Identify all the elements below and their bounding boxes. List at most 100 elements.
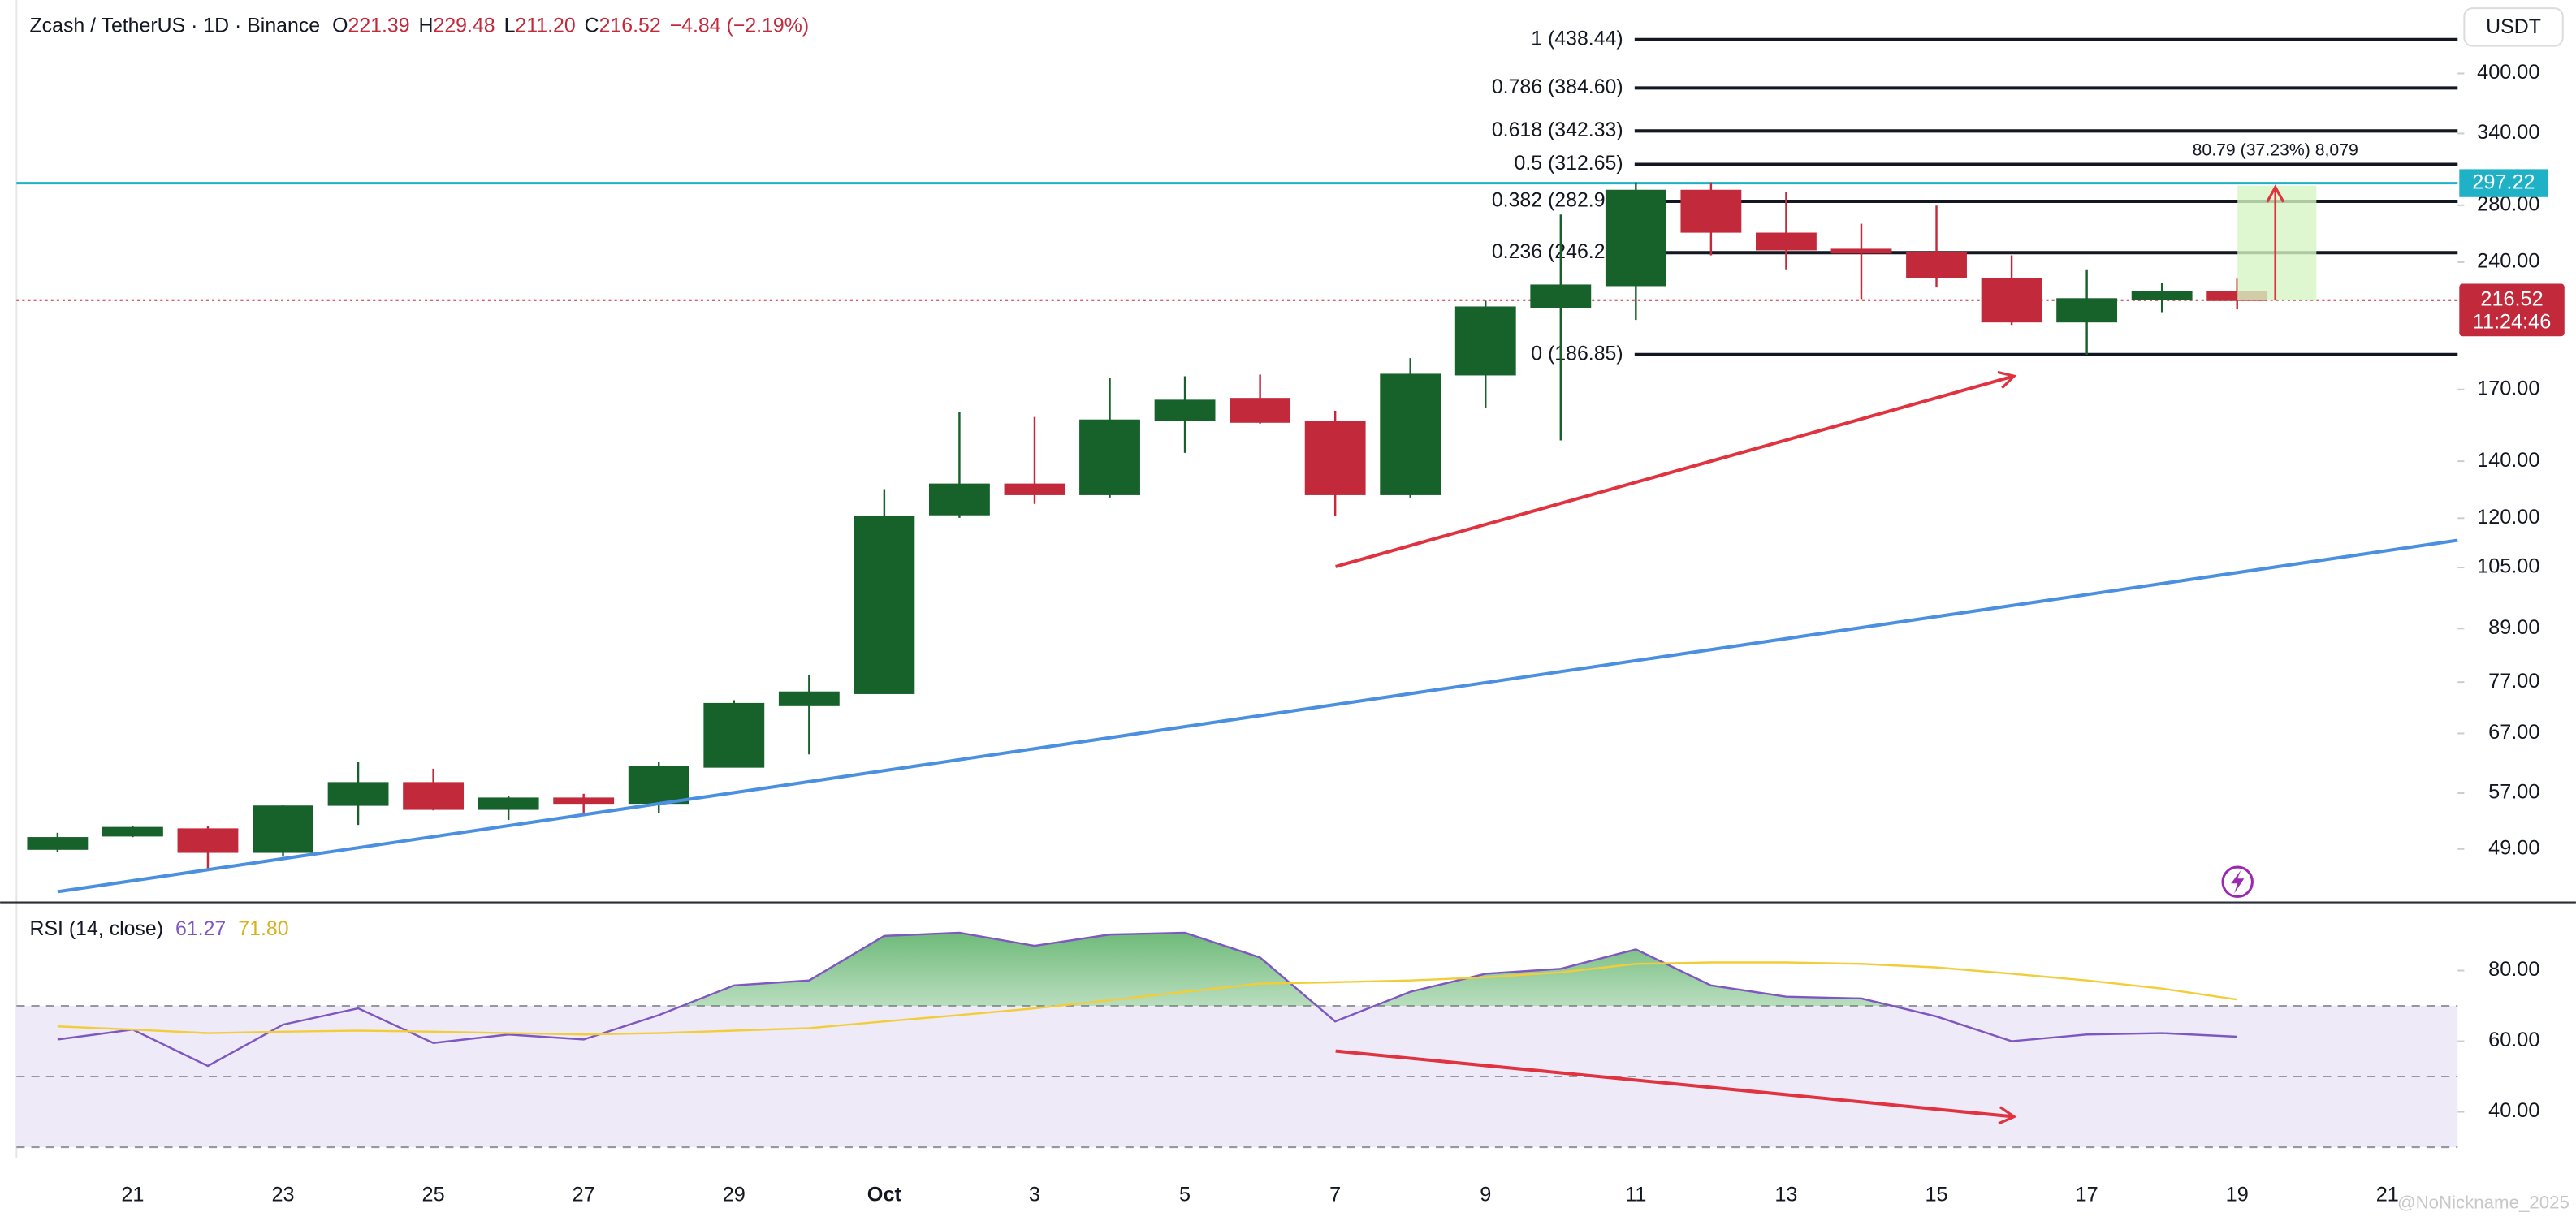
rsi-ma-line xyxy=(57,961,2237,1036)
candle-body xyxy=(1830,248,1892,254)
candle-body xyxy=(1380,373,1441,495)
high-label: H xyxy=(419,14,434,37)
candle-body xyxy=(1605,189,1666,287)
candle-body xyxy=(1154,399,1216,421)
candle-body xyxy=(1530,284,1592,308)
candle-body xyxy=(929,483,990,516)
candle-body xyxy=(102,826,163,837)
change: −4.84 (−2.19%) xyxy=(670,14,809,37)
trendline xyxy=(57,538,2458,894)
close: 216.52 xyxy=(599,14,661,37)
y-tick-label: 340.00 xyxy=(2477,121,2539,144)
candle-body xyxy=(1906,252,1967,278)
measure-box xyxy=(2237,185,2317,301)
currency[interactable]: USDT xyxy=(2486,15,2541,38)
candle-body xyxy=(1230,398,1291,423)
candle-body xyxy=(327,782,389,806)
x-tick-label: 21 xyxy=(2376,1183,2399,1206)
candle-body xyxy=(553,797,615,805)
candle-body xyxy=(854,515,915,694)
candle-body xyxy=(253,805,313,853)
x-tick-label: 25 xyxy=(422,1183,445,1206)
candle-body xyxy=(403,782,465,810)
candle-body xyxy=(1981,278,2042,323)
y-tick-label: 60.00 xyxy=(2488,1029,2539,1051)
last-price-label: 216.52 xyxy=(2480,287,2543,310)
x-tick-label: 3 xyxy=(1029,1183,1040,1206)
level-badge-label: 297.22 xyxy=(2472,170,2535,193)
open: 221.39 xyxy=(348,14,409,37)
header: Zcash / TetherUS · 1D · Binance O221.39 … xyxy=(29,14,809,37)
fib-label: 0.236 (246.23) xyxy=(1492,240,1623,263)
rsi-title: RSI (14, close) xyxy=(29,917,163,940)
fib-label: 1 (438.44) xyxy=(1531,27,1623,50)
x-tick-label: 11 xyxy=(1625,1183,1646,1206)
candle-body xyxy=(703,702,765,768)
y-tick-label: 77.00 xyxy=(2488,670,2539,692)
y-tick-label: 67.00 xyxy=(2488,721,2539,744)
y-tick-label: 40.00 xyxy=(2488,1099,2539,1122)
high: 229.48 xyxy=(434,14,495,37)
x-tick-label: 9 xyxy=(1480,1183,1491,1206)
symbol: Zcash / TetherUS · 1D · Binance xyxy=(29,14,320,37)
close-label: C xyxy=(585,14,599,37)
y-tick-label: 170.00 xyxy=(2477,377,2539,399)
x-tick-label: 15 xyxy=(1925,1183,1947,1206)
fib-label: 0.618 (342.33) xyxy=(1492,119,1623,141)
alert-bolt xyxy=(2231,870,2245,894)
y-tick-label: 89.00 xyxy=(2488,616,2539,639)
divergence-arrow xyxy=(1335,370,2017,568)
watermark: @NoNickname_2025 xyxy=(2397,1193,2570,1213)
fib-label: 0 (186.85) xyxy=(1531,342,1623,365)
fib-label: 0.5 (312.65) xyxy=(1515,152,1623,175)
rsi-ma-value: 71.80 xyxy=(238,917,288,940)
y-tick-label: 120.00 xyxy=(2477,506,2539,529)
countdown: 11:24:46 xyxy=(2473,311,2551,334)
x-tick-label: 21 xyxy=(121,1183,144,1206)
x-tick-label: 5 xyxy=(1179,1183,1191,1206)
x-tick-label: 17 xyxy=(2076,1183,2098,1206)
level-badge xyxy=(2459,169,2548,197)
open-label: O xyxy=(332,14,348,37)
last-price-badge xyxy=(2459,283,2565,337)
rsi-divergence-arrow xyxy=(1335,1049,2017,1125)
candle-body xyxy=(2056,298,2118,323)
x-tick-label: Oct xyxy=(867,1183,902,1206)
fib-label: 0.382 (282.96) xyxy=(1492,189,1623,212)
candle-body xyxy=(1680,189,1742,233)
low: 211.20 xyxy=(515,14,575,37)
currency-box[interactable] xyxy=(2463,7,2564,47)
candle-body xyxy=(27,837,89,850)
candle-body xyxy=(1454,306,1516,376)
candle-body xyxy=(177,828,239,853)
candle-body xyxy=(2131,291,2193,300)
candle-body xyxy=(1004,483,1065,495)
x-tick-label: 13 xyxy=(1774,1183,1797,1206)
x-tick-label: 23 xyxy=(271,1183,294,1206)
y-tick-label: 240.00 xyxy=(2477,250,2539,273)
candle-body xyxy=(1756,232,1817,251)
overbought-fill xyxy=(681,932,1893,1007)
y-tick-label: 57.00 xyxy=(2488,781,2539,804)
y-tick-label: 400.00 xyxy=(2477,61,2539,84)
candle-body xyxy=(628,766,689,805)
candle-body xyxy=(1079,419,1140,495)
measure-label: 80.79 (37.23%) 8,079 xyxy=(2193,140,2358,160)
rsi-value: 61.27 xyxy=(175,917,226,940)
rsi-legend: RSI (14, close) 61.27 71.80 xyxy=(29,917,288,940)
fib-label: 0.786 (384.60) xyxy=(1492,76,1623,98)
x-tick-label: 7 xyxy=(1329,1183,1341,1206)
candle-body xyxy=(778,691,840,706)
candle-body xyxy=(1304,421,1366,495)
y-tick-label: 49.00 xyxy=(2488,836,2539,859)
y-tick-label: 80.00 xyxy=(2488,958,2539,981)
x-tick-label: 27 xyxy=(573,1183,595,1206)
rsi-line xyxy=(57,931,2237,1068)
y-tick-label: 105.00 xyxy=(2477,555,2539,578)
x-tick-label: 19 xyxy=(2226,1183,2249,1206)
x-tick-label: 29 xyxy=(723,1183,746,1206)
candle-body xyxy=(478,797,539,810)
low-label: L xyxy=(504,14,516,37)
